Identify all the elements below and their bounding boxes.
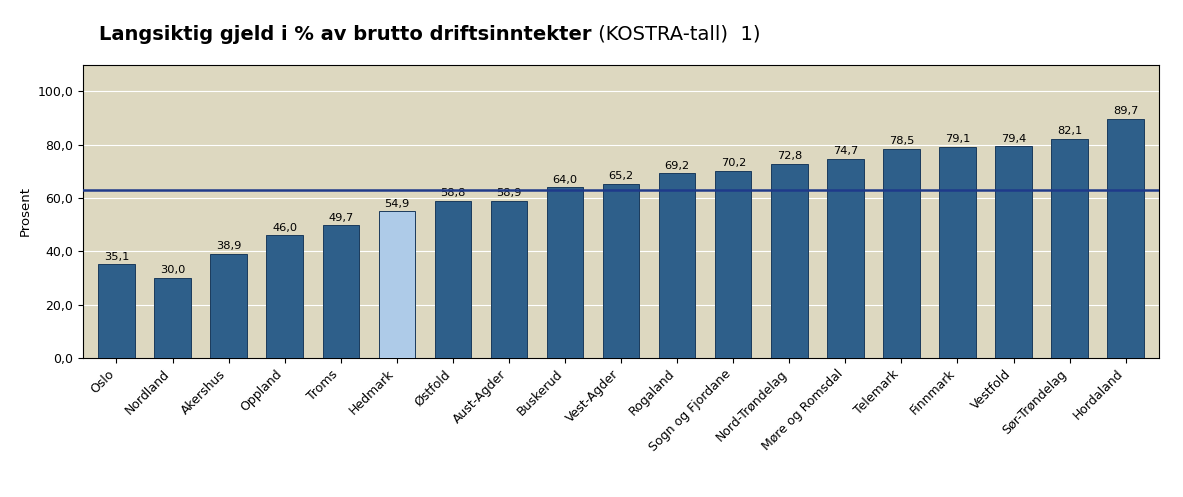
Text: 54,9: 54,9 (384, 199, 409, 209)
Text: 82,1: 82,1 (1056, 126, 1082, 136)
Y-axis label: Prosent: Prosent (19, 186, 32, 236)
Bar (211, 254, 247, 358)
Text: 89,7: 89,7 (1113, 106, 1138, 116)
Bar (659, 173, 696, 358)
Text: 58,8: 58,8 (440, 188, 466, 198)
Text: 30,0: 30,0 (160, 265, 186, 275)
Bar (771, 164, 808, 358)
Bar (98, 264, 135, 358)
Text: 64,0: 64,0 (552, 174, 577, 184)
Text: Langsiktig gjeld i % av brutto driftsinntekter: Langsiktig gjeld i % av brutto driftsinn… (99, 25, 592, 44)
Text: 65,2: 65,2 (608, 171, 634, 181)
Text: 58,9: 58,9 (496, 188, 522, 198)
Text: (KOSTRA-tall)  1): (KOSTRA-tall) 1) (592, 25, 759, 44)
Text: 69,2: 69,2 (665, 161, 690, 170)
Bar (154, 278, 190, 358)
Bar (1107, 119, 1144, 358)
Bar (379, 212, 415, 358)
Text: 72,8: 72,8 (777, 151, 802, 161)
Text: 74,7: 74,7 (833, 146, 858, 156)
Bar (491, 201, 528, 358)
Bar (266, 235, 303, 358)
Text: 46,0: 46,0 (272, 223, 297, 233)
Bar (715, 170, 751, 358)
Bar (939, 147, 976, 358)
Bar (434, 201, 471, 358)
Bar (884, 149, 919, 358)
Text: 49,7: 49,7 (328, 213, 354, 223)
Bar (603, 184, 639, 358)
Bar (547, 187, 583, 358)
Text: 35,1: 35,1 (104, 251, 129, 261)
Text: 78,5: 78,5 (888, 136, 914, 146)
Bar (1052, 139, 1088, 358)
Text: 38,9: 38,9 (216, 242, 241, 251)
Text: 70,2: 70,2 (720, 158, 745, 168)
Bar (323, 225, 358, 358)
Text: 79,1: 79,1 (945, 134, 970, 144)
Bar (827, 159, 864, 358)
Text: 79,4: 79,4 (1001, 134, 1026, 144)
Bar (995, 146, 1032, 358)
